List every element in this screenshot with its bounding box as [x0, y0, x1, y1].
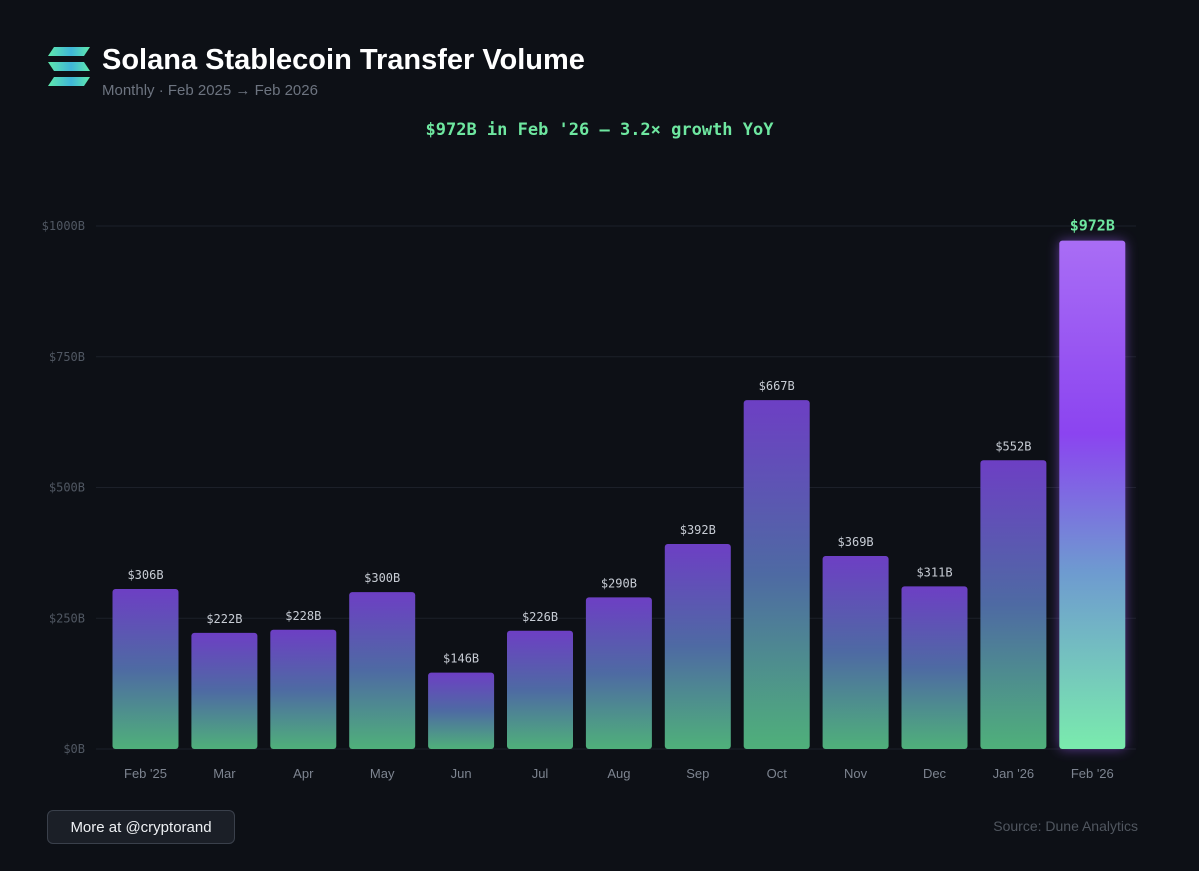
source-credit: Source: Dune Analytics — [993, 818, 1138, 834]
bar-value-label: $392B — [680, 523, 716, 537]
x-tick-label: Nov — [844, 766, 868, 781]
y-tick-label: $1000B — [42, 219, 85, 233]
x-tick-label: Apr — [293, 766, 314, 781]
bar — [112, 588, 179, 749]
headline-stat: $972B in Feb '26 — 3.2× growth YoY — [425, 120, 774, 140]
bar-value-label: $300B — [364, 571, 400, 585]
bar — [1059, 240, 1126, 750]
bar-value-label: $369B — [838, 535, 874, 549]
y-tick-label: $250B — [49, 611, 85, 625]
bar-value-label: $290B — [601, 576, 637, 590]
x-tick-label: Jul — [532, 766, 549, 781]
y-tick-label: $0B — [63, 742, 85, 756]
bar — [270, 629, 337, 749]
bar-value-label: $972B — [1070, 217, 1115, 235]
bar — [980, 460, 1047, 749]
x-tick-label: Sep — [686, 766, 709, 781]
bar — [822, 556, 889, 749]
x-tick-label: Aug — [607, 766, 630, 781]
y-tick-label: $750B — [49, 350, 85, 364]
bar — [428, 672, 495, 749]
bar — [585, 597, 652, 749]
bar-value-label: $222B — [206, 612, 242, 626]
x-tick-label: Dec — [923, 766, 947, 781]
bar — [191, 632, 258, 749]
more-at-cryptorand-button[interactable]: More at @cryptorand — [47, 810, 235, 844]
x-tick-label: May — [370, 766, 395, 781]
bar — [743, 400, 810, 749]
chart-subtitle: Monthly · Feb 2025 → Feb 2026 — [102, 82, 318, 99]
bar-value-label: $226B — [522, 610, 558, 624]
x-tick-label: Jun — [451, 766, 472, 781]
solana-logo-icon — [48, 47, 90, 86]
bar — [349, 592, 416, 749]
x-tick-label: Oct — [767, 766, 788, 781]
bar — [664, 543, 731, 749]
x-tick-label: Feb '26 — [1071, 766, 1114, 781]
y-tick-label: $500B — [49, 481, 85, 495]
bar — [901, 586, 968, 749]
x-tick-label: Feb '25 — [124, 766, 167, 781]
bar-value-label: $667B — [759, 379, 795, 393]
bar-value-label: $311B — [916, 565, 952, 579]
bar-value-label: $552B — [995, 439, 1031, 453]
bar-value-label: $228B — [285, 609, 321, 623]
chart-title: Solana Stablecoin Transfer Volume — [102, 44, 585, 76]
x-tick-label: Mar — [213, 766, 236, 781]
bar-value-label: $146B — [443, 652, 479, 666]
bar — [507, 630, 573, 749]
x-tick-label: Jan '26 — [993, 766, 1035, 781]
bar-value-label: $306B — [127, 568, 163, 582]
